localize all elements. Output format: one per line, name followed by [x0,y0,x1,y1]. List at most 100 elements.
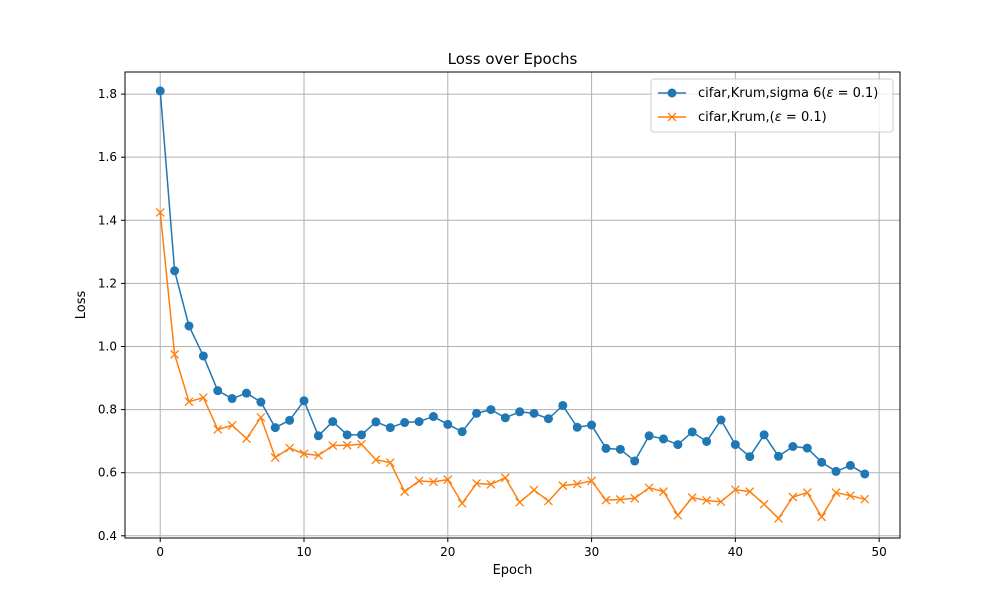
data-point [860,494,870,504]
data-point [673,440,683,450]
legend-marker-series-1 [667,88,677,98]
grid-layer [125,72,900,538]
data-point [759,499,769,509]
data-point [515,407,525,417]
data-point [687,493,697,503]
legend-label-series-1-name: cifar,Krum,sigma 6( [698,86,826,101]
y-tick-label: 0.4 [98,529,117,543]
data-point [198,393,208,403]
data-point [313,431,323,441]
data-point [658,434,668,444]
data-point [227,420,237,430]
y-tick-label: 1.2 [98,276,117,290]
data-point [184,321,194,331]
data-point [241,388,251,398]
data-point [155,207,165,217]
ticks-layer: 0 10 20 30 40 50 0.4 0.6 0.8 1.0 1.2 1.4 1.6 1.8 [98,87,887,559]
data-point [817,457,827,467]
data-point [443,419,453,429]
data-point [213,425,223,434]
data-point [572,422,582,432]
data-point [587,476,597,486]
data-point [371,417,381,427]
data-point [414,476,424,486]
data-point [385,423,395,433]
data-point [630,493,640,503]
data-point [328,417,338,427]
series-layer [155,86,870,523]
data-point [774,513,783,523]
data-point [457,427,467,437]
data-point [788,492,798,502]
data-point [572,479,582,489]
data-point [543,414,553,424]
data-point [428,412,438,422]
data-point [342,440,352,450]
data-point [615,495,625,504]
legend-box [650,78,894,133]
data-point [831,466,841,476]
x-tick-label: 30 [584,545,599,559]
data-point [256,413,266,422]
data-point [227,394,237,404]
data-point [357,439,366,449]
data-point [170,266,180,276]
data-point [817,512,827,522]
legend-label-series-2-tail: = 0.1) [782,110,827,125]
data-point [687,427,697,437]
data-point [745,452,755,462]
data-point [745,487,755,497]
y-tick-label: 0.8 [98,403,117,417]
data-point [716,497,726,507]
data-point [313,450,323,460]
data-point [529,408,539,418]
data-point [644,483,654,493]
data-point [486,479,496,489]
data-point [486,405,496,415]
y-tick-label: 1.0 [98,339,117,353]
data-point [831,488,841,498]
data-point [428,477,438,487]
data-point [443,475,453,485]
data-point [198,351,208,361]
data-point [371,455,381,465]
data-point [400,418,410,428]
data-point [702,436,712,446]
x-tick-label: 0 [156,545,164,559]
data-point [285,443,295,453]
data-point [587,420,597,430]
data-point [716,415,726,425]
data-point [285,415,295,425]
data-point [170,349,180,359]
x-tick-label: 50 [872,545,887,559]
data-point [730,440,740,450]
data-point [299,396,309,406]
data-point [385,458,395,468]
y-axis-label: Loss [74,291,89,320]
data-point [515,497,525,507]
data-point [270,453,280,463]
data-point [342,430,352,440]
y-tick-label: 1.8 [98,87,117,101]
y-tick-label: 0.6 [98,466,117,480]
data-point [213,386,223,396]
data-point [615,444,625,454]
data-point [500,413,510,423]
y-tick-label: 1.4 [98,213,117,227]
legend-label-series-1: cifar,Krum,sigma 6(ε = 0.1) [698,86,878,101]
data-point [500,473,510,483]
data-point [558,481,568,491]
y-tick-label: 1.6 [98,150,117,164]
data-point [759,430,769,440]
data-point [860,469,870,479]
data-point [845,491,855,501]
data-point [802,488,812,498]
data-point [730,485,740,495]
data-point [788,442,798,452]
data-point [400,487,410,497]
series-1 [155,86,870,479]
data-point [601,443,611,453]
legend-label-series-1-greek: ε [826,86,833,101]
